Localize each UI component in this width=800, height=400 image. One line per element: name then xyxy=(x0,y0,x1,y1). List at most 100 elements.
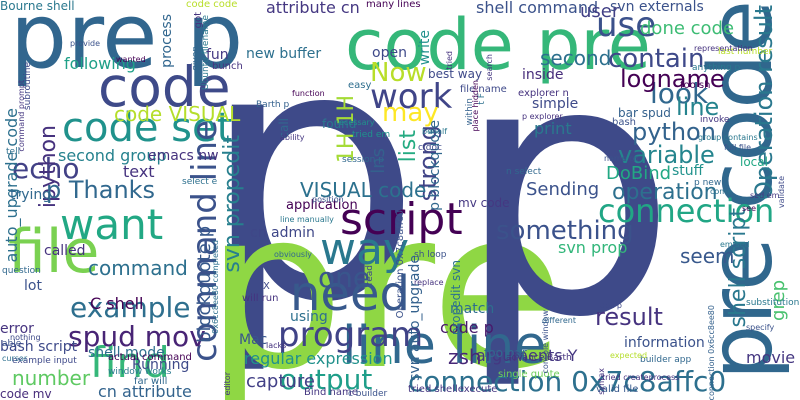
word-local: local xyxy=(740,155,768,169)
word-group-contains: group contains xyxy=(698,133,758,142)
word-sending: Sending xyxy=(526,179,600,200)
word-code-p: code p xyxy=(440,318,494,337)
word-python: python xyxy=(632,118,716,146)
word-connection: connection xyxy=(598,192,775,230)
word-behalf: behalf xyxy=(422,127,448,136)
word-obviously: obviously xyxy=(274,250,313,259)
word-work: work xyxy=(370,77,453,117)
word-dobind: DoBind xyxy=(606,163,672,184)
word-output: output xyxy=(280,363,373,396)
word-representation: representation xyxy=(694,44,753,53)
word-given: given xyxy=(191,46,201,71)
word-place-hidden: place hidden xyxy=(471,80,480,132)
word-necessary: necessary xyxy=(334,118,375,127)
word-command-prompt: command prompt xyxy=(17,80,26,152)
word-c-doc: c doc xyxy=(418,143,442,153)
word-last-number: last number xyxy=(718,47,773,57)
word-single-quote: single quote xyxy=(498,369,560,380)
word-operation-result: Operation result xyxy=(750,5,778,200)
word-full-file: full file xyxy=(724,143,752,152)
word-connection-0x7c8affc0: connection 0x7c8affc0 xyxy=(408,365,727,398)
word-one: one xyxy=(318,261,371,294)
word-found: found xyxy=(322,117,357,131)
word-easy: easy xyxy=(348,80,372,91)
word-trying: trying xyxy=(10,187,52,203)
word-p-new: p new xyxy=(694,178,722,188)
word-logname: logname xyxy=(620,65,725,93)
word-user: user xyxy=(580,1,620,22)
word-bash: bash xyxy=(612,117,637,128)
word-best-way: best way xyxy=(428,67,483,81)
word-use: use xyxy=(596,5,657,45)
word-code-pre: code pre xyxy=(345,4,651,86)
word-provide: provide xyxy=(70,39,101,48)
word-foo-bar: foo bar xyxy=(484,346,527,360)
word-tell: tell xyxy=(6,147,21,157)
word-inside: inside xyxy=(522,67,564,83)
word-invoke: invoke xyxy=(700,115,730,125)
word-visual-code: VISUAL code xyxy=(300,178,427,202)
word-p-thanks: p Thanks xyxy=(46,176,156,204)
word-bourne-shell: Bourne shell xyxy=(0,0,75,13)
word-mv-code: mv code xyxy=(458,196,510,210)
word-second: second xyxy=(540,46,612,70)
word-find: find xyxy=(90,338,170,387)
word-code-visual: code VISUAL xyxy=(114,102,241,126)
word-pre-p: pre p xyxy=(10,0,244,89)
word-sh-loop: sh loop xyxy=(414,250,447,260)
word-p-explorer: p explorer xyxy=(522,112,563,121)
word-c-builder: c builder xyxy=(348,389,388,399)
word-mac: Mac xyxy=(239,332,268,348)
word-bar-spud: bar spud xyxy=(618,106,671,120)
word-many-lines: many lines xyxy=(366,0,421,10)
word-line-manually: line manually xyxy=(280,215,334,224)
word-doc-p: doc p xyxy=(600,301,622,310)
word-select-e: select e xyxy=(182,177,218,187)
word-error: error xyxy=(0,321,34,337)
word-replace: replace xyxy=(414,278,444,287)
word-sed-em: sed em xyxy=(750,191,780,200)
word-application: application xyxy=(286,198,358,213)
word-using: using xyxy=(290,309,328,325)
word-may: may xyxy=(382,98,439,128)
word-different: different xyxy=(542,316,576,325)
word-regular-expression: regular expression xyxy=(244,349,393,368)
word-question: question xyxy=(2,266,41,276)
word-bunch: bunch xyxy=(212,61,243,72)
word-spud-mov: spud mov xyxy=(68,320,206,353)
word-bash-script: bash script xyxy=(0,339,78,355)
word-em-sed: em sed xyxy=(720,240,750,249)
word-lot: lot xyxy=(24,278,42,294)
word-new-buffer: new buffer xyxy=(246,46,322,62)
word-echo: echo xyxy=(12,152,80,185)
word-valid-file: valid file xyxy=(596,384,639,395)
word-seem: seem xyxy=(680,244,735,268)
word-emacs-nw: emacs nw xyxy=(148,148,219,164)
word-bind-name: Bind name xyxy=(304,387,358,398)
word-search: search xyxy=(485,54,494,81)
word-line-line: line line xyxy=(342,316,547,376)
word-tried-em: tried em xyxy=(352,130,391,140)
word-want: want xyxy=(60,200,164,249)
word-shell-mode: shell mode xyxy=(88,345,165,361)
word-fun: fun xyxy=(206,47,229,63)
word-shell-command: shell command xyxy=(476,0,599,17)
word-code-top: code xyxy=(98,55,231,119)
word-will-run: will run xyxy=(242,293,279,304)
word-specify: specify xyxy=(746,323,775,332)
word-called: called xyxy=(44,243,86,259)
word-n-select: n select xyxy=(506,167,542,177)
word-pre-bottom: pre xyxy=(205,162,566,400)
word-something: something xyxy=(496,216,634,246)
word-window-works: window works xyxy=(108,367,172,377)
word-expected: expected xyxy=(610,351,648,360)
word-arguments-y: arguments Y xyxy=(476,346,578,365)
word-ubuntu-filename: Ubuntu filename xyxy=(201,15,211,91)
word-connection-0x6cc8ee80: connection 0x6cc8ee80 xyxy=(707,304,716,400)
word-come: come xyxy=(710,187,733,196)
word-example-input: example input xyxy=(12,356,77,366)
word-done-code: done code xyxy=(640,18,735,39)
word-svn-prop: svn prop xyxy=(558,238,628,257)
word-actual-command: actual command xyxy=(108,352,192,363)
